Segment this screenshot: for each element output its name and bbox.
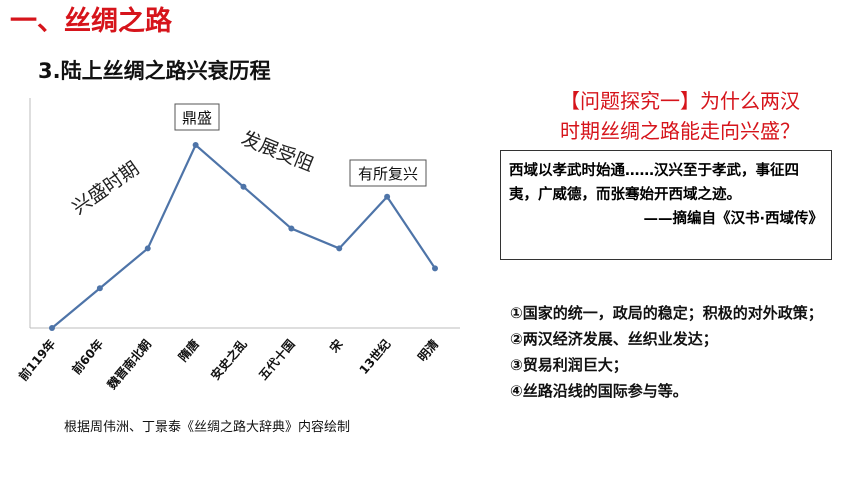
x-tick-label: 五代十国 [255, 336, 297, 382]
reasons-list: ①国家的统一，政局的稳定；积极的对外政策； ②两汉经济发展、丝织业发达； ③贸易… [510, 302, 840, 406]
data-point [144, 245, 151, 252]
quote-text: 西域以孝武时始通……汉兴至于孝武，事征四夷，广威德，而张骞始开西域之迹。 [509, 163, 799, 203]
data-point [336, 245, 343, 252]
question-heading: 【问题探究一】为什么两汉 时期丝绸之路能走向兴盛？ [500, 86, 860, 146]
annotation-box [349, 159, 427, 187]
x-tick-label: 宋 [326, 336, 346, 356]
data-point [432, 265, 438, 272]
annotation-label: 鼎盛 [182, 109, 212, 127]
x-tick-label: 13世纪 [356, 336, 394, 377]
data-point [384, 193, 391, 200]
x-tick-label: 前119年 [15, 336, 58, 383]
sub-title: 3.陆上丝绸之路兴衰历程 [38, 59, 271, 83]
question-line-1: 【问题探究一】为什么两汉 [560, 89, 800, 113]
data-point [49, 325, 55, 331]
data-point [240, 183, 247, 190]
reason-item-4: ④丝路沿线的国际参与等。 [510, 382, 688, 400]
x-tick-label: 前60年 [69, 336, 107, 377]
annotation-box [174, 103, 220, 131]
reason-item-2: ②两汉经济发展、丝织业发达； [510, 330, 718, 348]
annotation-label: 有所复兴 [358, 165, 418, 183]
reason-item-1: ①国家的统一，政局的稳定；积极的对外政策； [510, 304, 823, 322]
x-tick-label: 魏晋南北朝 [103, 336, 154, 392]
data-point [96, 285, 103, 292]
annotation-label: 兴盛时期 [68, 157, 143, 219]
annotation-label: 发展受阻 [238, 127, 317, 176]
question-line-2: 时期丝绸之路能走向兴盛？ [560, 119, 800, 143]
quote-box: 西域以孝武时始通……汉兴至于孝武，事征四夷，广威德，而张骞始开西域之迹。 ——摘… [500, 150, 832, 260]
reason-item-3: ③贸易利润巨大； [510, 356, 628, 374]
x-tick-label: 明清 [414, 336, 441, 364]
x-tick-label: 安史之乱 [207, 336, 249, 382]
data-point [288, 225, 295, 232]
data-point [192, 142, 199, 148]
chart-caption: 根据周伟洲、丁景泰《丝绸之路大辞典》内容绘制 [64, 420, 351, 435]
chart-axes [29, 98, 460, 329]
x-tick-label: 隋唐 [175, 336, 202, 364]
series-point-layer [49, 142, 438, 331]
quote-source: ——摘编自《汉书·西域传》 [643, 211, 823, 227]
section-title: 一、丝绸之路 [10, 6, 172, 37]
